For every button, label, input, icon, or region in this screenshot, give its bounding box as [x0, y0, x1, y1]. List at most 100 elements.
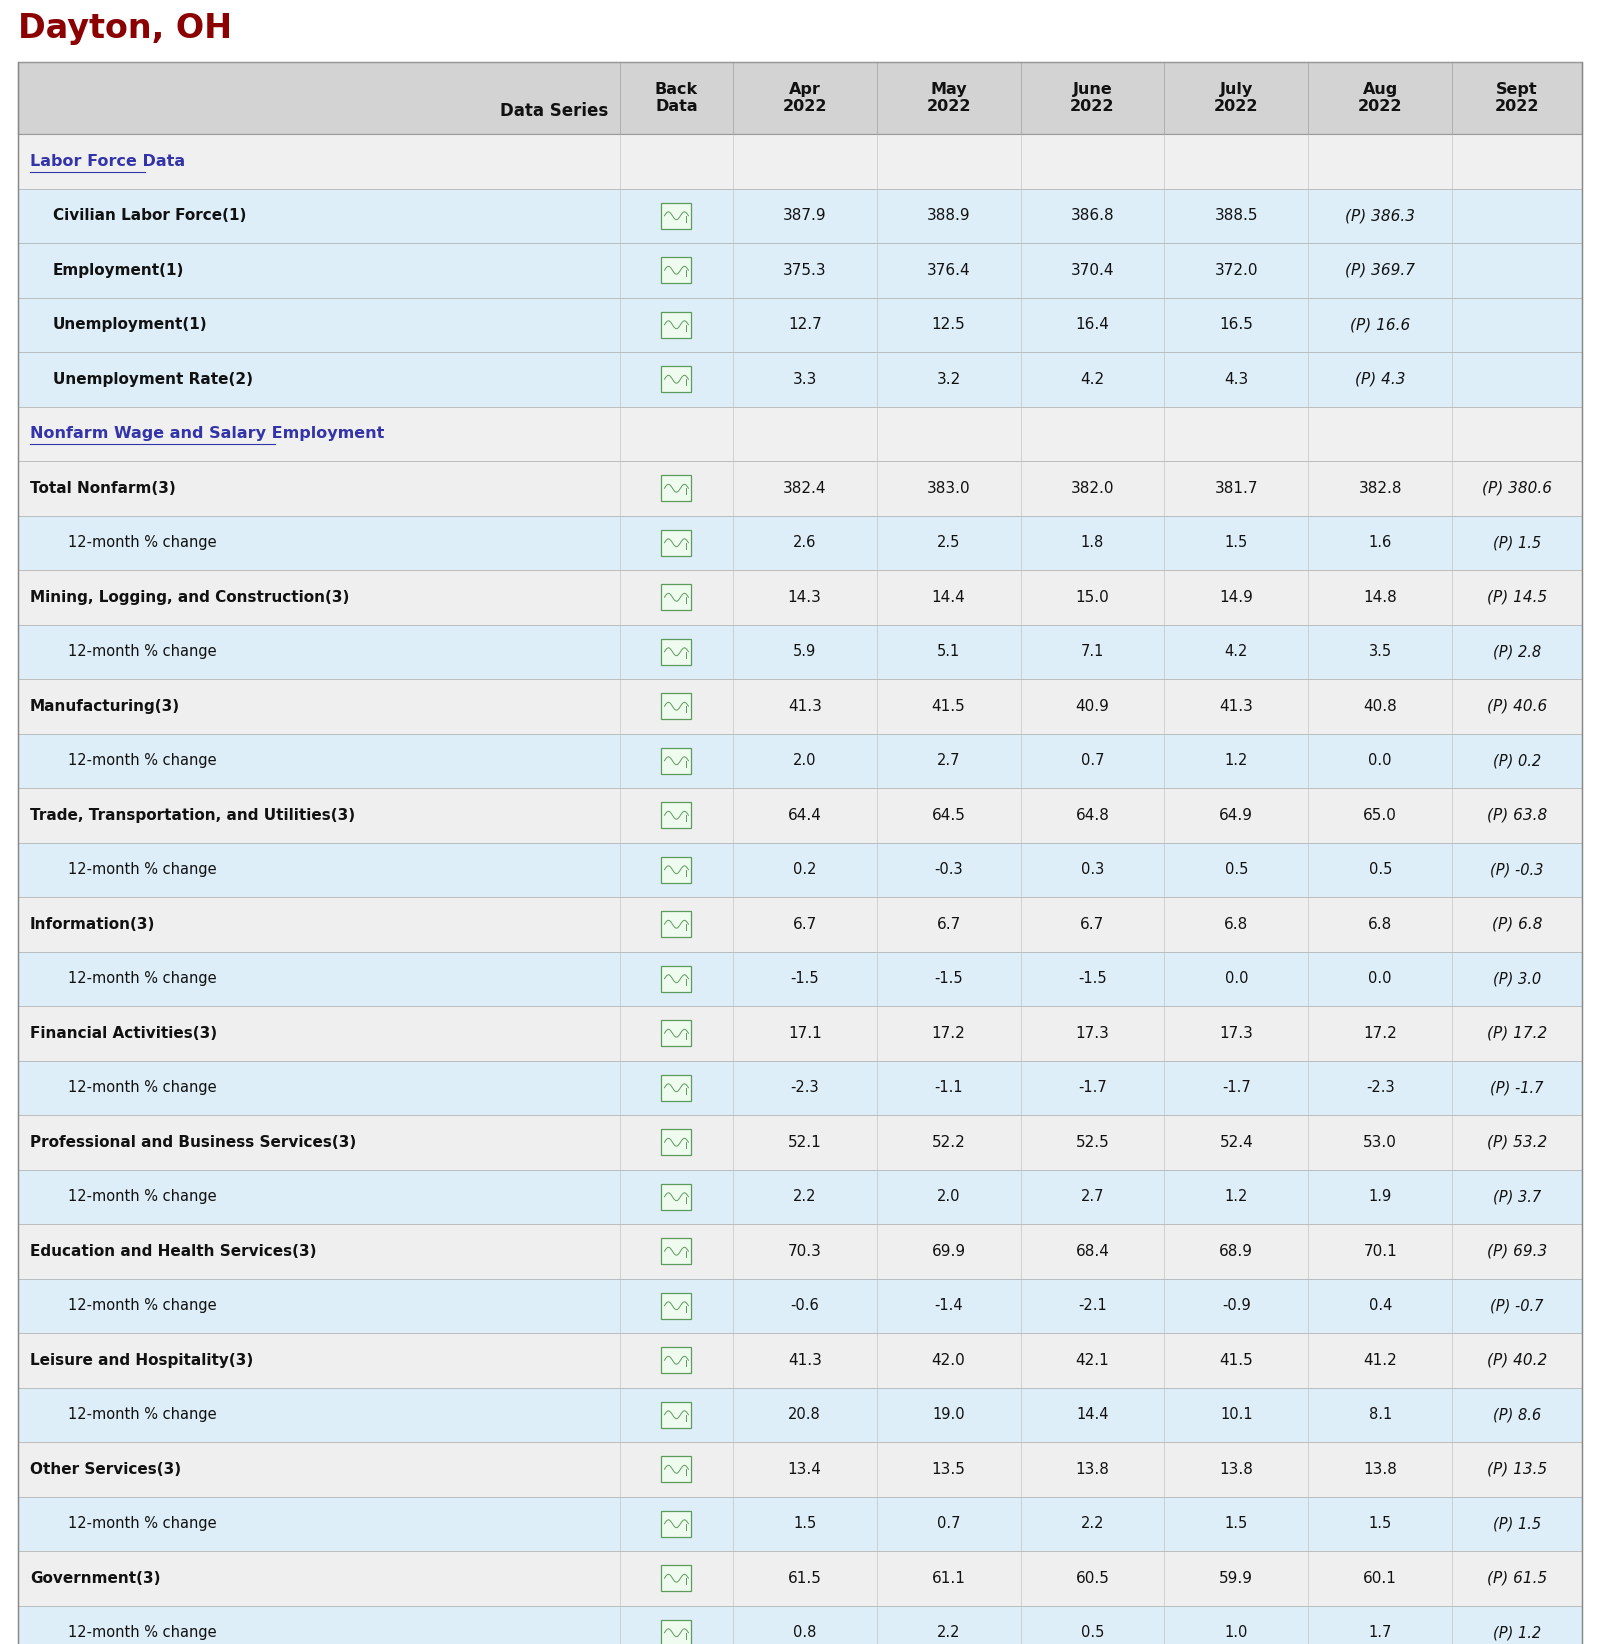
Text: (P) 16.6: (P) 16.6 [1350, 317, 1410, 332]
Text: -1.5: -1.5 [790, 972, 819, 986]
Text: 12-month % change: 12-month % change [67, 536, 216, 551]
Text: Manufacturing(3): Manufacturing(3) [30, 699, 181, 713]
Text: (P) 14.5: (P) 14.5 [1486, 590, 1547, 605]
Text: Unemployment Rate(2): Unemployment Rate(2) [53, 372, 253, 386]
Bar [661, 1402, 691, 1427]
Text: (P) 53.2: (P) 53.2 [1486, 1134, 1547, 1149]
Bar [661, 1565, 691, 1591]
Text: (P) 0.2: (P) 0.2 [1493, 753, 1541, 768]
Text: (P) 17.2: (P) 17.2 [1486, 1026, 1547, 1041]
Text: 13.8: 13.8 [1075, 1462, 1109, 1476]
Text: 12.5: 12.5 [931, 317, 965, 332]
Text: (P) 380.6: (P) 380.6 [1482, 480, 1552, 496]
Text: 2.6: 2.6 [794, 536, 816, 551]
Bar [661, 312, 691, 337]
Text: -1.5: -1.5 [934, 972, 963, 986]
Text: Employment(1): Employment(1) [53, 263, 184, 278]
Text: 14.4: 14.4 [1077, 1407, 1109, 1422]
Text: 0.0: 0.0 [1368, 753, 1392, 768]
Bar [18, 787, 1582, 842]
Text: 0.4: 0.4 [1368, 1299, 1392, 1314]
Text: 1.5: 1.5 [1224, 536, 1248, 551]
Text: (P) -0.3: (P) -0.3 [1491, 861, 1544, 878]
Text: 14.3: 14.3 [787, 590, 822, 605]
Text: 61.1: 61.1 [931, 1570, 965, 1586]
Text: 1.7: 1.7 [1368, 1626, 1392, 1641]
Text: (P) -1.7: (P) -1.7 [1491, 1080, 1544, 1095]
Text: -0.6: -0.6 [790, 1299, 819, 1314]
Bar [18, 1550, 1582, 1606]
Text: 40.9: 40.9 [1075, 699, 1109, 713]
Text: 68.9: 68.9 [1219, 1245, 1253, 1259]
Text: 17.1: 17.1 [787, 1026, 821, 1041]
Text: 7.1: 7.1 [1080, 644, 1104, 659]
Text: 68.4: 68.4 [1075, 1245, 1109, 1259]
Text: 13.8: 13.8 [1363, 1462, 1397, 1476]
Bar [661, 1292, 691, 1318]
Text: 13.4: 13.4 [787, 1462, 822, 1476]
Text: 387.9: 387.9 [782, 209, 827, 224]
Bar [661, 1075, 691, 1101]
Text: Unemployment(1): Unemployment(1) [53, 317, 208, 332]
Bar [18, 842, 1582, 898]
Text: 42.0: 42.0 [931, 1353, 965, 1368]
Text: 2.0: 2.0 [794, 753, 816, 768]
Text: (P) 4.3: (P) 4.3 [1355, 372, 1405, 386]
Bar [661, 1129, 691, 1156]
Text: 0.8: 0.8 [794, 1626, 816, 1641]
Bar [18, 1169, 1582, 1225]
Text: 1.0: 1.0 [1224, 1626, 1248, 1641]
Bar [661, 1021, 691, 1046]
Text: (P) 13.5: (P) 13.5 [1486, 1462, 1547, 1476]
Bar [18, 1060, 1582, 1115]
Text: (P) 63.8: (P) 63.8 [1486, 807, 1547, 822]
Text: 13.8: 13.8 [1219, 1462, 1253, 1476]
Text: 376.4: 376.4 [926, 263, 970, 278]
Text: 2.7: 2.7 [938, 753, 960, 768]
Bar [18, 516, 1582, 570]
Text: 0.5: 0.5 [1368, 861, 1392, 878]
Text: 10.1: 10.1 [1221, 1407, 1253, 1422]
Text: 0.0: 0.0 [1224, 972, 1248, 986]
Text: 42.1: 42.1 [1075, 1353, 1109, 1368]
Text: 12-month % change: 12-month % change [67, 1516, 216, 1531]
Text: Total Nonfarm(3): Total Nonfarm(3) [30, 480, 176, 496]
Text: 1.2: 1.2 [1224, 1189, 1248, 1205]
Text: 382.8: 382.8 [1358, 480, 1402, 496]
Text: 16.5: 16.5 [1219, 317, 1253, 332]
Text: (P) 61.5: (P) 61.5 [1486, 1570, 1547, 1586]
Bar [661, 857, 691, 883]
Bar [18, 1606, 1582, 1644]
Bar [661, 911, 691, 937]
Text: 64.5: 64.5 [931, 807, 965, 822]
Bar [18, 135, 1582, 189]
Text: Education and Health Services(3): Education and Health Services(3) [30, 1245, 317, 1259]
Text: 0.7: 0.7 [1080, 753, 1104, 768]
Text: (P) 1.5: (P) 1.5 [1493, 536, 1541, 551]
Text: 12-month % change: 12-month % change [67, 972, 216, 986]
Text: 2.2: 2.2 [938, 1626, 960, 1641]
Text: 41.5: 41.5 [1219, 1353, 1253, 1368]
Text: 12-month % change: 12-month % change [67, 1189, 216, 1205]
Text: Leisure and Hospitality(3): Leisure and Hospitality(3) [30, 1353, 253, 1368]
Text: 388.5: 388.5 [1214, 209, 1258, 224]
Text: 3.2: 3.2 [936, 372, 960, 386]
Text: 16.4: 16.4 [1075, 317, 1109, 332]
Text: Data Series: Data Series [499, 102, 608, 120]
Text: 2.0: 2.0 [938, 1189, 960, 1205]
Text: -0.9: -0.9 [1222, 1299, 1251, 1314]
Bar [661, 584, 691, 610]
Text: Apr
2022: Apr 2022 [782, 82, 827, 113]
Bar [18, 243, 1582, 298]
Bar [661, 529, 691, 556]
Text: 14.4: 14.4 [931, 590, 965, 605]
Text: 65.0: 65.0 [1363, 807, 1397, 822]
Bar [661, 640, 691, 664]
Text: 1.2: 1.2 [1224, 753, 1248, 768]
Bar [18, 1225, 1582, 1279]
Text: May
2022: May 2022 [926, 82, 971, 113]
Text: 41.2: 41.2 [1363, 1353, 1397, 1368]
Text: 12-month % change: 12-month % change [67, 753, 216, 768]
Text: Financial Activities(3): Financial Activities(3) [30, 1026, 218, 1041]
Text: 382.4: 382.4 [782, 480, 827, 496]
